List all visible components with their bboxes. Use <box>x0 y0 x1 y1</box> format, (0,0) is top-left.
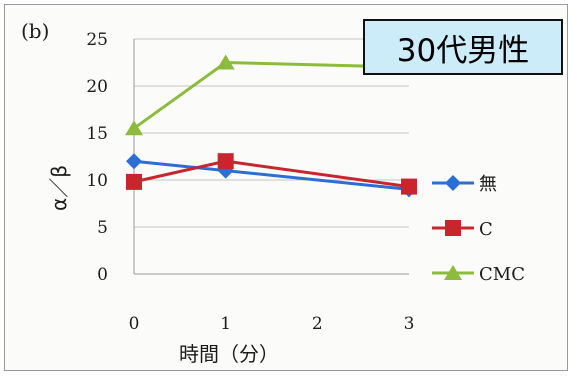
series-line <box>133 159 410 191</box>
data-point <box>217 153 234 170</box>
panel-label: (b) <box>21 19 49 43</box>
y-tick-label: 10 <box>86 171 108 191</box>
x-tick-label: 2 <box>312 314 323 334</box>
series-c <box>126 153 417 195</box>
series-layer <box>125 54 418 198</box>
legend-marker <box>445 175 461 191</box>
data-point <box>126 173 142 190</box>
x-tick-label: 0 <box>129 314 140 334</box>
y-tick-label: 25 <box>86 30 108 50</box>
x-tick-label: 1 <box>220 314 231 334</box>
tick-labels: 0 5 10 15 20 25 0 1 2 3 <box>86 30 414 334</box>
legend-item: C <box>432 219 493 240</box>
legend-label: 無 <box>479 174 497 195</box>
data-point <box>401 178 417 195</box>
legend-label: C <box>479 219 493 240</box>
annotation-label: 30代男性 <box>396 32 530 69</box>
annotation-box: 30代男性 <box>363 19 563 75</box>
legend-item: CMC <box>432 264 525 285</box>
x-axis-title: 時間（分） <box>179 342 279 366</box>
y-axis-title: α／β <box>47 165 71 211</box>
data-point <box>125 120 143 136</box>
y-tick-label: 20 <box>86 77 108 97</box>
x-tick-label: 3 <box>404 314 415 334</box>
data-point <box>216 54 235 70</box>
legend-marker <box>445 220 461 236</box>
data-point <box>126 153 142 170</box>
legend-marker <box>444 265 462 280</box>
y-tick-label: 0 <box>97 265 108 285</box>
legend: 無 C CMC <box>432 174 525 285</box>
chart-frame: 0 5 10 15 20 25 0 1 2 3 無 C CMC (b) 時間（分） α／β 30代男性 <box>4 4 568 371</box>
legend-item: 無 <box>432 174 497 195</box>
legend-label: CMC <box>479 264 525 285</box>
y-tick-label: 15 <box>86 124 108 144</box>
y-tick-label: 5 <box>97 218 108 238</box>
